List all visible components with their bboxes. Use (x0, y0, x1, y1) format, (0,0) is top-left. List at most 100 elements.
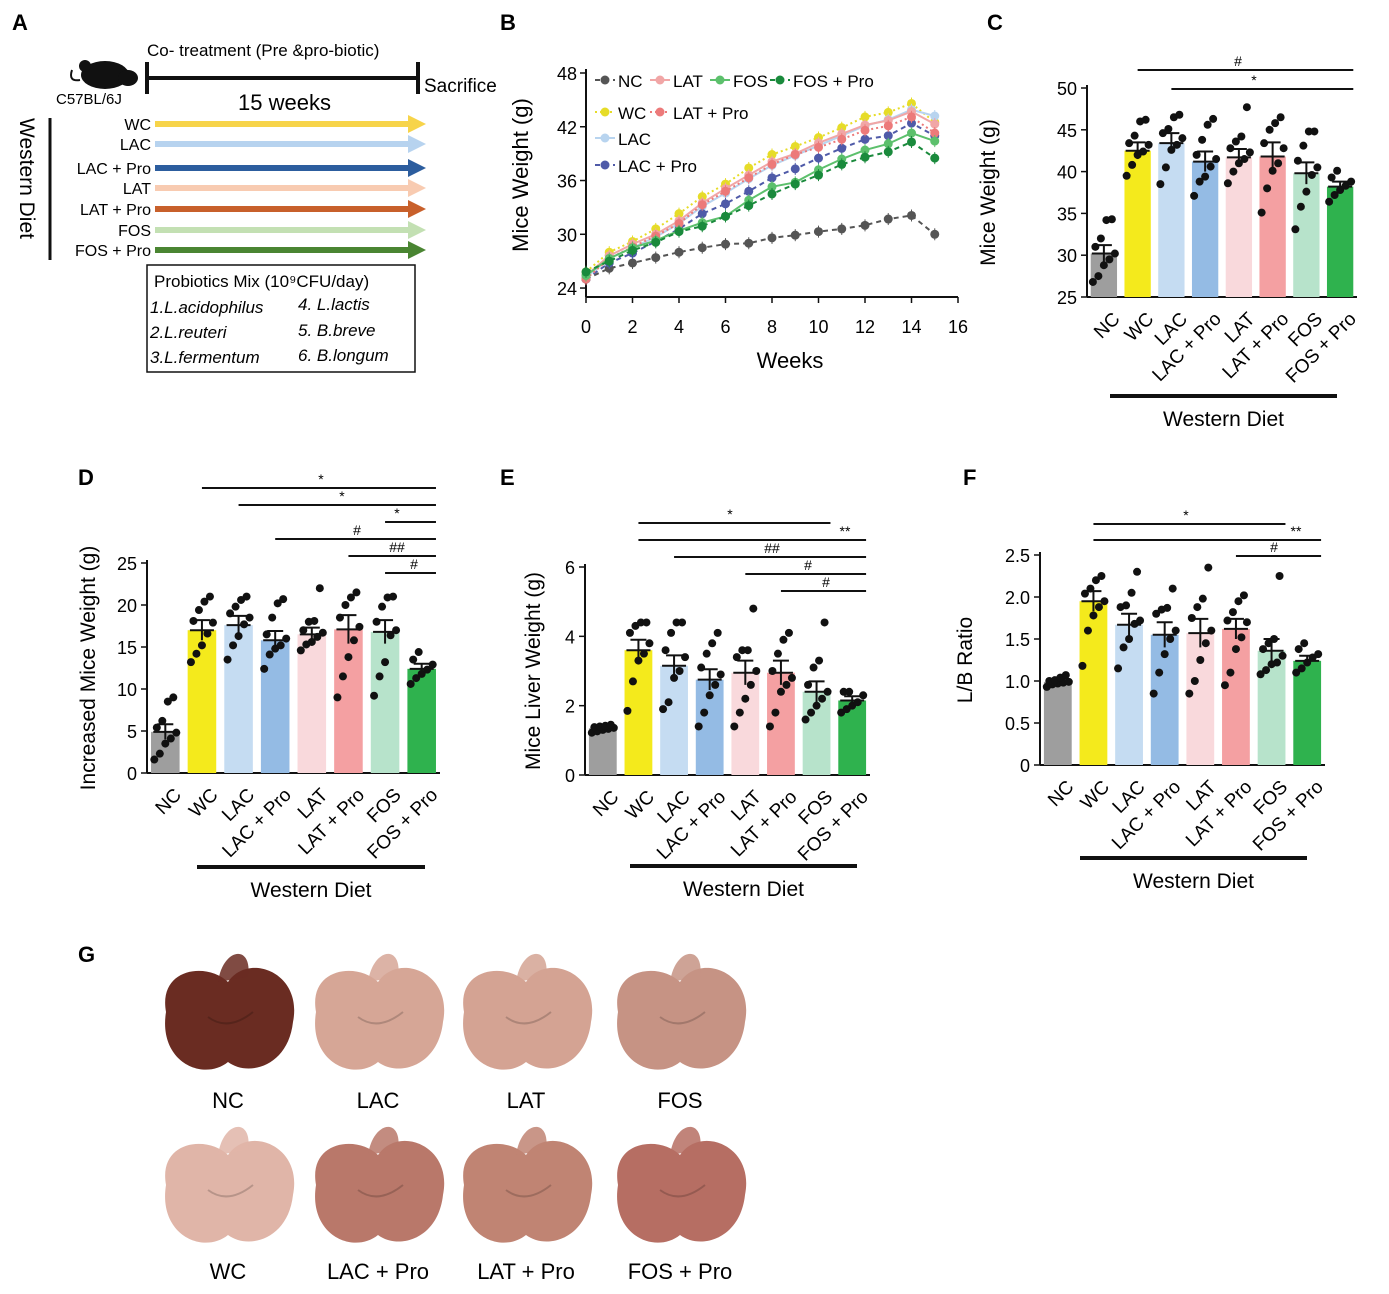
data-point (386, 631, 395, 640)
data-point (1226, 668, 1235, 677)
data-point (1302, 187, 1311, 196)
data-point (1263, 184, 1272, 193)
data-point (1198, 594, 1207, 603)
data-point (1209, 114, 1218, 123)
strain-label: C57BL/6J (56, 91, 122, 108)
data-point (1094, 603, 1103, 612)
liver-label: LAC (357, 1088, 400, 1113)
mouse-icon (70, 60, 138, 89)
data-point (744, 173, 754, 183)
y-axis-label: Mice Weight (g) (508, 98, 533, 252)
data-point (1265, 125, 1274, 134)
x-tick-label: LAC + Pro (1108, 777, 1185, 854)
data-point (1300, 639, 1309, 648)
y-tick-label: 0.5 (1005, 714, 1030, 734)
y-axis-label: Mice Weight (g) (977, 119, 1000, 266)
data-point (1257, 208, 1266, 217)
y-tick-label: 15 (117, 638, 137, 658)
data-point (1164, 124, 1173, 133)
probiotics-title: Probiotics Mix (10⁹CFU/day) (154, 272, 369, 291)
data-point (1242, 618, 1251, 627)
data-point (1172, 140, 1181, 149)
data-point (700, 708, 709, 717)
data-point (860, 220, 870, 230)
liver-photo-lac-pro (315, 1126, 445, 1243)
significance-label: # (804, 557, 812, 573)
data-point (642, 618, 651, 627)
data-point (315, 584, 324, 593)
data-point (1231, 137, 1240, 146)
liver-lobe (218, 953, 249, 982)
y-tick-label: 10 (117, 680, 137, 700)
liver-label: LAT (507, 1088, 546, 1113)
x-tick-label: LAC + Pro (653, 787, 730, 864)
data-point (636, 618, 645, 627)
data-point (1110, 249, 1119, 258)
legend-marker (600, 107, 610, 117)
data-point (625, 628, 634, 637)
data-point (667, 628, 676, 637)
liver-shape (617, 1140, 747, 1243)
data-point (378, 602, 387, 611)
liver-shape (165, 1140, 295, 1243)
x-tick-label: WC (1121, 309, 1158, 346)
data-point (338, 672, 347, 681)
data-point (1271, 119, 1280, 128)
data-point (1275, 572, 1284, 580)
data-point (1333, 166, 1342, 175)
data-point (765, 722, 774, 731)
y-tick-label: 40 (1057, 163, 1077, 183)
data-point (262, 630, 271, 639)
data-point (1262, 666, 1271, 675)
data-point (279, 595, 288, 604)
data-point (1228, 608, 1237, 617)
data-point (226, 609, 235, 618)
data-point (1091, 242, 1100, 251)
data-point (1144, 140, 1153, 149)
data-point (930, 111, 940, 121)
data-point (1259, 645, 1268, 654)
data-point (370, 691, 379, 700)
x-tick-label: NC (152, 785, 186, 819)
data-point (604, 256, 614, 266)
x-axis-label: Weeks (757, 348, 824, 373)
data-point (1161, 163, 1170, 172)
data-point (1325, 197, 1334, 206)
group-label: Western Diet (1133, 870, 1254, 893)
bar-lat (1186, 633, 1215, 765)
series-line-fos-pro (585, 140, 936, 273)
bar-wc (1079, 601, 1108, 765)
data-point (335, 613, 344, 622)
arrow-head (408, 115, 426, 133)
data-point (790, 230, 800, 240)
data-point (1201, 172, 1210, 181)
y-tick-label: 42 (557, 118, 577, 138)
data-point (389, 592, 398, 601)
data-point (172, 728, 181, 737)
series-line-fos (585, 131, 936, 277)
data-point (260, 664, 269, 673)
data-point (1268, 166, 1277, 175)
data-point (823, 687, 832, 696)
probiotics-box (146, 264, 416, 373)
bar-fos-pro (1293, 660, 1322, 765)
data-point (273, 599, 282, 608)
data-point (732, 653, 741, 662)
y-tick-label: 48 (557, 64, 577, 84)
legend-label: LAC + Pro (618, 157, 697, 176)
data-point (1341, 181, 1350, 190)
data-point (837, 123, 847, 133)
data-point (809, 663, 818, 672)
liver-lobe (218, 1126, 249, 1155)
data-point (1119, 643, 1128, 652)
data-point (208, 618, 217, 627)
y-tick-label: 5 (127, 722, 137, 742)
data-point (790, 164, 800, 174)
data-point (1149, 689, 1158, 698)
significance-label: ** (840, 523, 851, 539)
data-point (735, 708, 744, 717)
arrow-head (408, 159, 426, 177)
y-tick-label: 20 (117, 596, 137, 616)
data-point (907, 118, 916, 128)
data-point (907, 98, 916, 108)
